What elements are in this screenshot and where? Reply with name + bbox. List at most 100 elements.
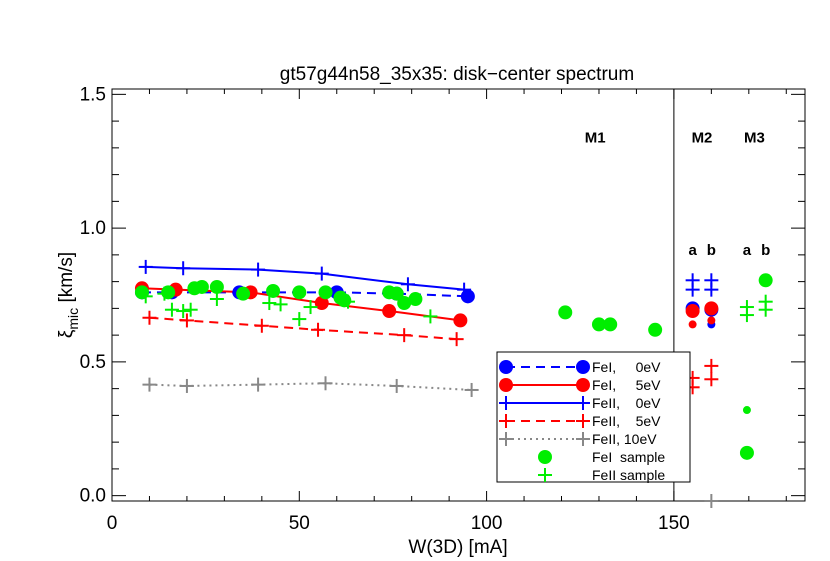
point-4-2 [251,377,266,392]
point-3-2 [254,318,269,333]
point-6-1 [157,286,172,301]
legend-label-3: FeII, 5eV [592,413,661,429]
annotation-2: M3 [744,130,765,147]
point-2-2 [251,262,266,277]
point-1-3 [314,296,329,311]
y-tick-label: 0.0 [80,486,106,507]
annotation-6: b [761,242,770,259]
point-4-0 [142,377,157,392]
panel-point-21 [742,406,751,415]
point-5-12 [389,286,404,301]
y-tick-label: 1.0 [80,218,106,239]
legend-marker-end-4 [576,432,590,446]
point-6-5 [209,292,224,307]
point-4-5 [464,382,479,397]
point-6-7 [273,297,288,312]
legend-label-1: FeI, 5eV [592,377,661,393]
plot-frame [111,88,806,502]
y-axis-symbol: ξ [56,329,77,338]
point-2-1 [176,261,191,276]
point-5-16 [591,317,606,332]
annotations: M1 M2 M3a b a b [585,130,770,259]
tick-labels: 0 50 100 150 0.0 0.5 1.0 1.5 [80,84,690,534]
y-axis-subscript: mic [65,308,81,330]
point-6-2 [164,302,179,317]
annotation-1: M2 [692,130,713,147]
point-5-6 [266,283,281,298]
point-3-3 [311,322,326,337]
point-5-18 [648,322,663,337]
panel-point-19 [758,302,773,317]
point-3-1 [179,313,194,328]
point-4-1 [179,378,194,393]
point-6-9 [303,300,318,315]
point-5-7 [292,285,307,300]
legend-marker-start-3 [499,414,513,428]
legend-marker-6 [538,468,552,482]
point-6-4 [183,302,198,317]
panel-point-8 [688,320,697,329]
legend-marker-end-3 [576,414,590,428]
legend-box [496,351,691,483]
y-tick-label: 1.5 [80,84,106,105]
panel-point-15 [704,494,719,508]
point-0-5 [460,289,475,304]
annotation-5: a [743,242,752,259]
series-markers [134,259,663,397]
point-5-13 [397,296,412,311]
series-line-4 [149,382,472,391]
point-2-3 [314,266,329,281]
x-axis-label: W(3D) [mA] [408,537,507,558]
panel-markers [685,273,773,508]
legend-label-2: FeII, 0eV [592,395,661,411]
panel-point-3 [704,282,719,297]
panel-point-6 [685,304,700,319]
point-5-17 [603,317,618,332]
legend-label-0: FeI, 0eV [592,359,661,375]
panel-point-14 [704,372,719,387]
point-6-8 [292,312,307,327]
legend-marker-end-1 [576,378,590,392]
point-2-5 [457,282,472,297]
panel-point-22 [739,445,754,460]
point-3-0 [142,310,157,325]
point-6-3 [176,304,191,319]
point-2-0 [138,259,153,274]
y-axis-label: ξmic [km/s] [56,252,81,338]
point-3-4 [397,328,412,343]
panel-point-13 [704,358,719,373]
legend-marker-5 [538,450,552,464]
legend-label-4: FeII, 10eV [592,431,657,447]
annotation-4: b [707,242,716,259]
point-1-4 [382,304,397,319]
point-2-4 [400,277,415,292]
point-6-0 [138,289,153,304]
point-5-3 [194,279,209,294]
point-5-1 [161,285,176,300]
panel-point-20 [758,273,773,288]
x-tick-label: 0 [107,513,118,534]
point-6-10 [340,294,355,309]
annotation-3: a [688,242,697,259]
point-6-11 [423,309,438,324]
legend: FeI, 0eV FeI, 5eV FeII, 0eV FeII, 5eV FeII, … [496,351,691,483]
x-tick-label: 50 [289,513,310,534]
panel-point-10 [707,316,716,325]
axis-ticks [111,89,805,501]
chart-title: gt57g44n58_35x35: disk−center spectrum [280,64,634,85]
legend-label-5: FeI sample [592,449,665,465]
point-5-10 [337,293,352,308]
y-axis-unit: [km/s] [56,252,77,308]
point-5-14 [408,292,423,307]
point-5-15 [558,305,573,320]
legend-marker-start-0 [499,360,513,374]
panel-point-17 [739,308,754,323]
x-tick-label: 150 [658,513,690,534]
panel-point-7 [704,301,719,316]
legend-marker-end-0 [576,360,590,374]
legend-marker-end-2 [576,396,590,410]
annotation-0: M1 [585,130,606,147]
legend-marker-start-2 [499,396,513,410]
legend-marker-start-4 [499,432,513,446]
